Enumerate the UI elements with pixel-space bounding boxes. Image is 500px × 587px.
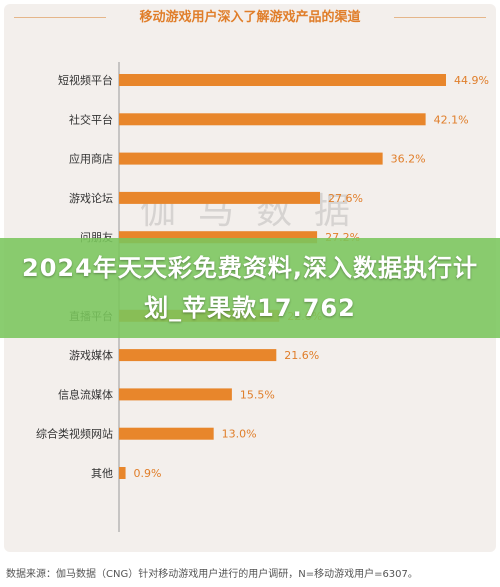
source-note: 数据来源：伽马数据（CNG）针对移动游戏用户进行的用户调研，N=移动游戏用户=6…: [6, 569, 418, 580]
value-label: 27.6%: [328, 192, 363, 205]
title-rule-right: [394, 17, 486, 18]
value-label: 44.9%: [454, 74, 489, 87]
category-label: 综合类视频网站: [36, 427, 113, 441]
bar: [119, 113, 426, 126]
value-label: 42.1%: [434, 113, 469, 126]
bar: [119, 467, 126, 479]
category-label: 短视频平台: [58, 73, 113, 87]
bar: [119, 427, 214, 440]
category-label: 应用商店: [69, 152, 113, 166]
category-label: 游戏媒体: [69, 348, 113, 362]
value-label: 13.0%: [222, 428, 257, 441]
bar: [119, 152, 383, 165]
value-label: 21.6%: [284, 349, 319, 362]
category-label: 信息流媒体: [58, 387, 113, 401]
chart-title: 移动游戏用户深入了解游戏产品的渠道: [139, 10, 361, 25]
bar: [119, 191, 321, 204]
bar: [119, 74, 446, 86]
value-label: 15.5%: [240, 388, 275, 401]
category-label: 其他: [91, 467, 113, 480]
bar: [119, 349, 277, 362]
category-label: 游戏论坛: [69, 191, 113, 205]
overlay-banner[interactable]: 2024年天天彩免费资料,深入数据执行计划_苹果款17.762: [0, 238, 500, 338]
banner-headline[interactable]: 2024年天天彩免费资料,深入数据执行计划_苹果款17.762: [22, 254, 478, 322]
bar: [119, 388, 232, 401]
title-rule-left: [14, 17, 106, 18]
value-label: 36.2%: [391, 153, 426, 166]
value-label: 0.9%: [134, 467, 162, 480]
category-label: 社交平台: [69, 112, 113, 126]
